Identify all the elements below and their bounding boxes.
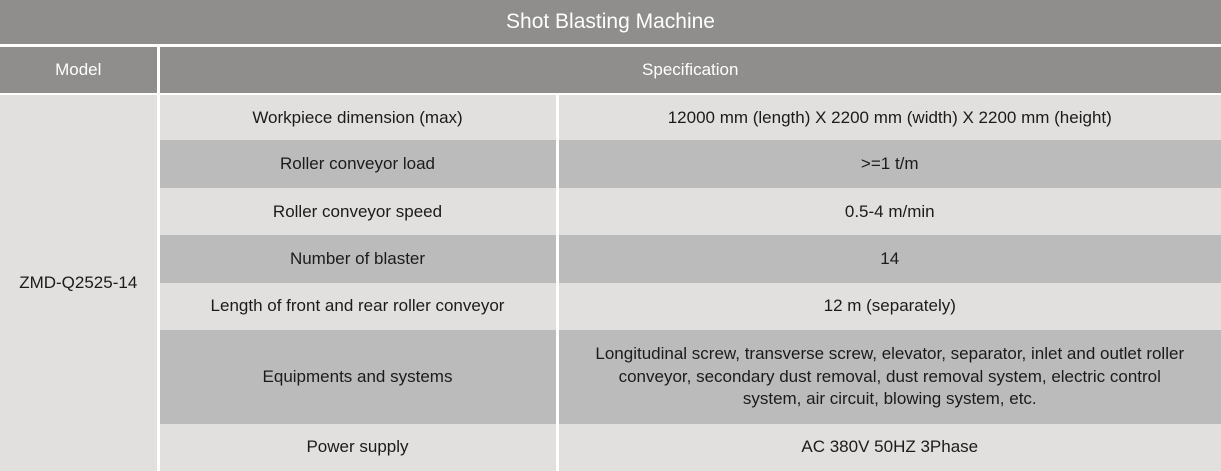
spec-value: 12000 mm (length) X 2200 mm (width) X 22…: [557, 94, 1221, 141]
spec-value-text: Longitudinal screw, transverse screw, el…: [595, 344, 1185, 408]
table-row: Equipments and systems Longitudinal scre…: [0, 329, 1221, 424]
spec-label: Equipments and systems: [158, 329, 559, 424]
spec-label: Workpiece dimension (max): [158, 94, 559, 141]
spec-label: Length of front and rear roller conveyor: [158, 282, 559, 330]
spec-label: Number of blaster: [158, 235, 559, 283]
table-title: Shot Blasting Machine: [0, 0, 1221, 48]
table-row: ZMD-Q2525-14 Workpiece dimension (max) 1…: [0, 94, 1221, 471]
table-header-row: Model Specification: [0, 45, 1221, 96]
spec-value: AC 380V 50HZ 3Phase: [557, 423, 1221, 471]
table-row: Roller conveyor speed 0.5-4 m/min: [0, 188, 1221, 236]
table-row: Roller conveyor load >=1 t/m: [0, 140, 1221, 189]
spec-value: >=1 t/m: [557, 140, 1221, 189]
model-value-cell: ZMD-Q2525-14: [0, 94, 160, 471]
table-row: Power supply AC 380V 50HZ 3Phase: [0, 423, 1221, 471]
spec-value: 12 m (separately): [557, 282, 1221, 330]
spec-value: 0.5-4 m/min: [557, 188, 1221, 236]
spec-label: Power supply: [158, 423, 559, 471]
spec-value: Longitudinal screw, transverse screw, el…: [557, 329, 1221, 424]
spec-value: 14: [557, 235, 1221, 283]
spec-label: Roller conveyor speed: [158, 188, 559, 236]
table-row: Number of blaster 14: [0, 235, 1221, 283]
table-title-row: Shot Blasting Machine: [0, 0, 1221, 48]
table-row: Length of front and rear roller conveyor…: [0, 282, 1221, 330]
column-header-model: Model: [0, 45, 160, 96]
spec-label: Roller conveyor load: [158, 140, 559, 189]
column-header-specification: Specification: [158, 45, 1221, 96]
